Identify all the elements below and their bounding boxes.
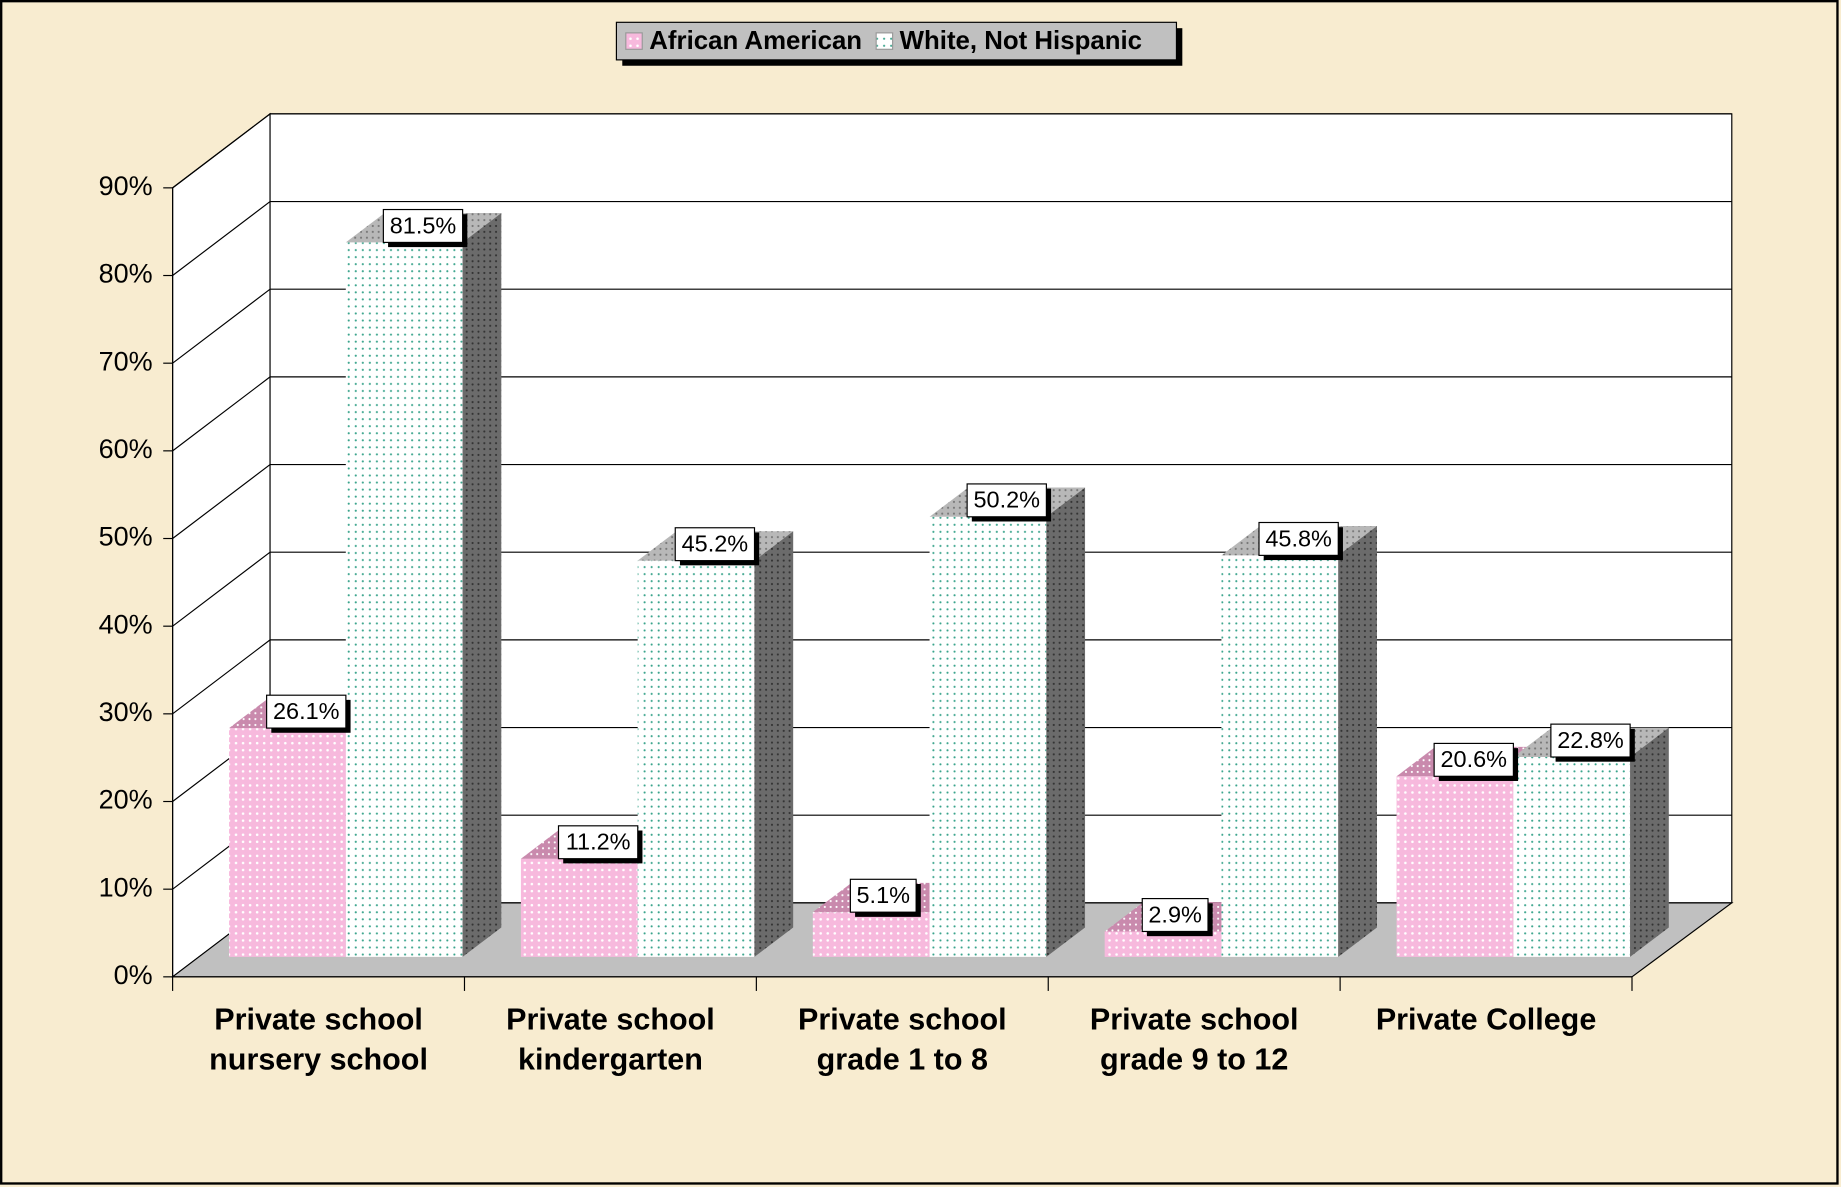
- bar-front: [1513, 757, 1631, 957]
- bar-side: [1046, 487, 1086, 957]
- bar-side: [754, 531, 794, 957]
- value-labels: 26.1% 81.5% 11.2% 45.2% 5.1% 50.2% 2.9% 45.8% 20…: [266, 208, 1635, 937]
- grid-line: [172, 376, 1732, 452]
- y-tick-label: 90%: [99, 171, 153, 201]
- value-label: 22.8%: [1557, 727, 1624, 753]
- value-label-box: [266, 694, 347, 729]
- bar: [345, 213, 502, 957]
- value-label-box: [1433, 742, 1514, 777]
- y-tick-label: 80%: [99, 259, 153, 289]
- value-label-box: [1258, 521, 1339, 556]
- grid-line: [172, 113, 1732, 189]
- legend-label: African American: [649, 27, 862, 55]
- grid-line: [172, 288, 1732, 364]
- grid-line: [172, 200, 1732, 276]
- y-tick-label: 70%: [99, 346, 153, 376]
- x-tick-label: Private school grade 1 to 8: [798, 1003, 1007, 1077]
- y-tick-label: 40%: [99, 609, 153, 639]
- bar-front: [520, 858, 638, 957]
- bar-side: [462, 213, 502, 957]
- bar-front: [1396, 776, 1514, 957]
- value-label: 2.9%: [1148, 901, 1202, 927]
- y-tick-label: 30%: [99, 697, 153, 727]
- legend-label: White, Not Hispanic: [900, 27, 1142, 55]
- x-tick-label: Private school nursery school: [209, 1003, 428, 1077]
- legend: African American White, Not Hispanic: [615, 21, 1183, 66]
- bar: [637, 531, 794, 957]
- bar: [929, 487, 1086, 957]
- value-label-box: [557, 825, 639, 860]
- bar: [1221, 526, 1377, 957]
- value-label: 26.1%: [273, 698, 340, 724]
- x-tick-label: Private school grade 9 to 12: [1090, 1003, 1299, 1077]
- x-tick-label: Private school kindergarten: [506, 1003, 715, 1077]
- y-tick-label: 10%: [99, 872, 153, 902]
- y-tick-label: 20%: [99, 785, 153, 815]
- grid-line: [172, 463, 1732, 539]
- bar-side: [1338, 526, 1377, 957]
- bar-front: [345, 242, 463, 957]
- value-label: 45.2%: [682, 531, 749, 557]
- bar-front: [229, 728, 346, 957]
- value-label: 5.1%: [857, 882, 911, 908]
- value-label-box: [966, 483, 1047, 518]
- value-label-box: [382, 208, 464, 243]
- bar-front: [637, 560, 755, 957]
- value-label: 45.8%: [1265, 525, 1332, 551]
- legend-swatch: [625, 32, 643, 50]
- bar-front: [812, 912, 930, 957]
- y-tick-label: 0%: [114, 960, 153, 990]
- value-label-box: [1550, 723, 1631, 758]
- bar-front: [929, 516, 1047, 957]
- value-label: 11.2%: [566, 829, 631, 855]
- value-label: 81.5%: [390, 212, 457, 238]
- legend-box: [615, 21, 1178, 61]
- bar-side: [1630, 727, 1669, 957]
- y-tick-label: 60%: [99, 434, 153, 464]
- value-label-box: [1141, 897, 1209, 933]
- x-tick-label: Private College: [1376, 1003, 1596, 1037]
- bar: [1513, 727, 1669, 957]
- value-label: 50.2%: [973, 487, 1040, 513]
- value-label: 20.6%: [1440, 746, 1507, 772]
- legend-swatch: [875, 32, 894, 50]
- value-label-box: [849, 878, 917, 913]
- y-tick-label: 50%: [99, 522, 153, 552]
- bar-front: [1221, 555, 1339, 957]
- value-label-box: [674, 527, 756, 562]
